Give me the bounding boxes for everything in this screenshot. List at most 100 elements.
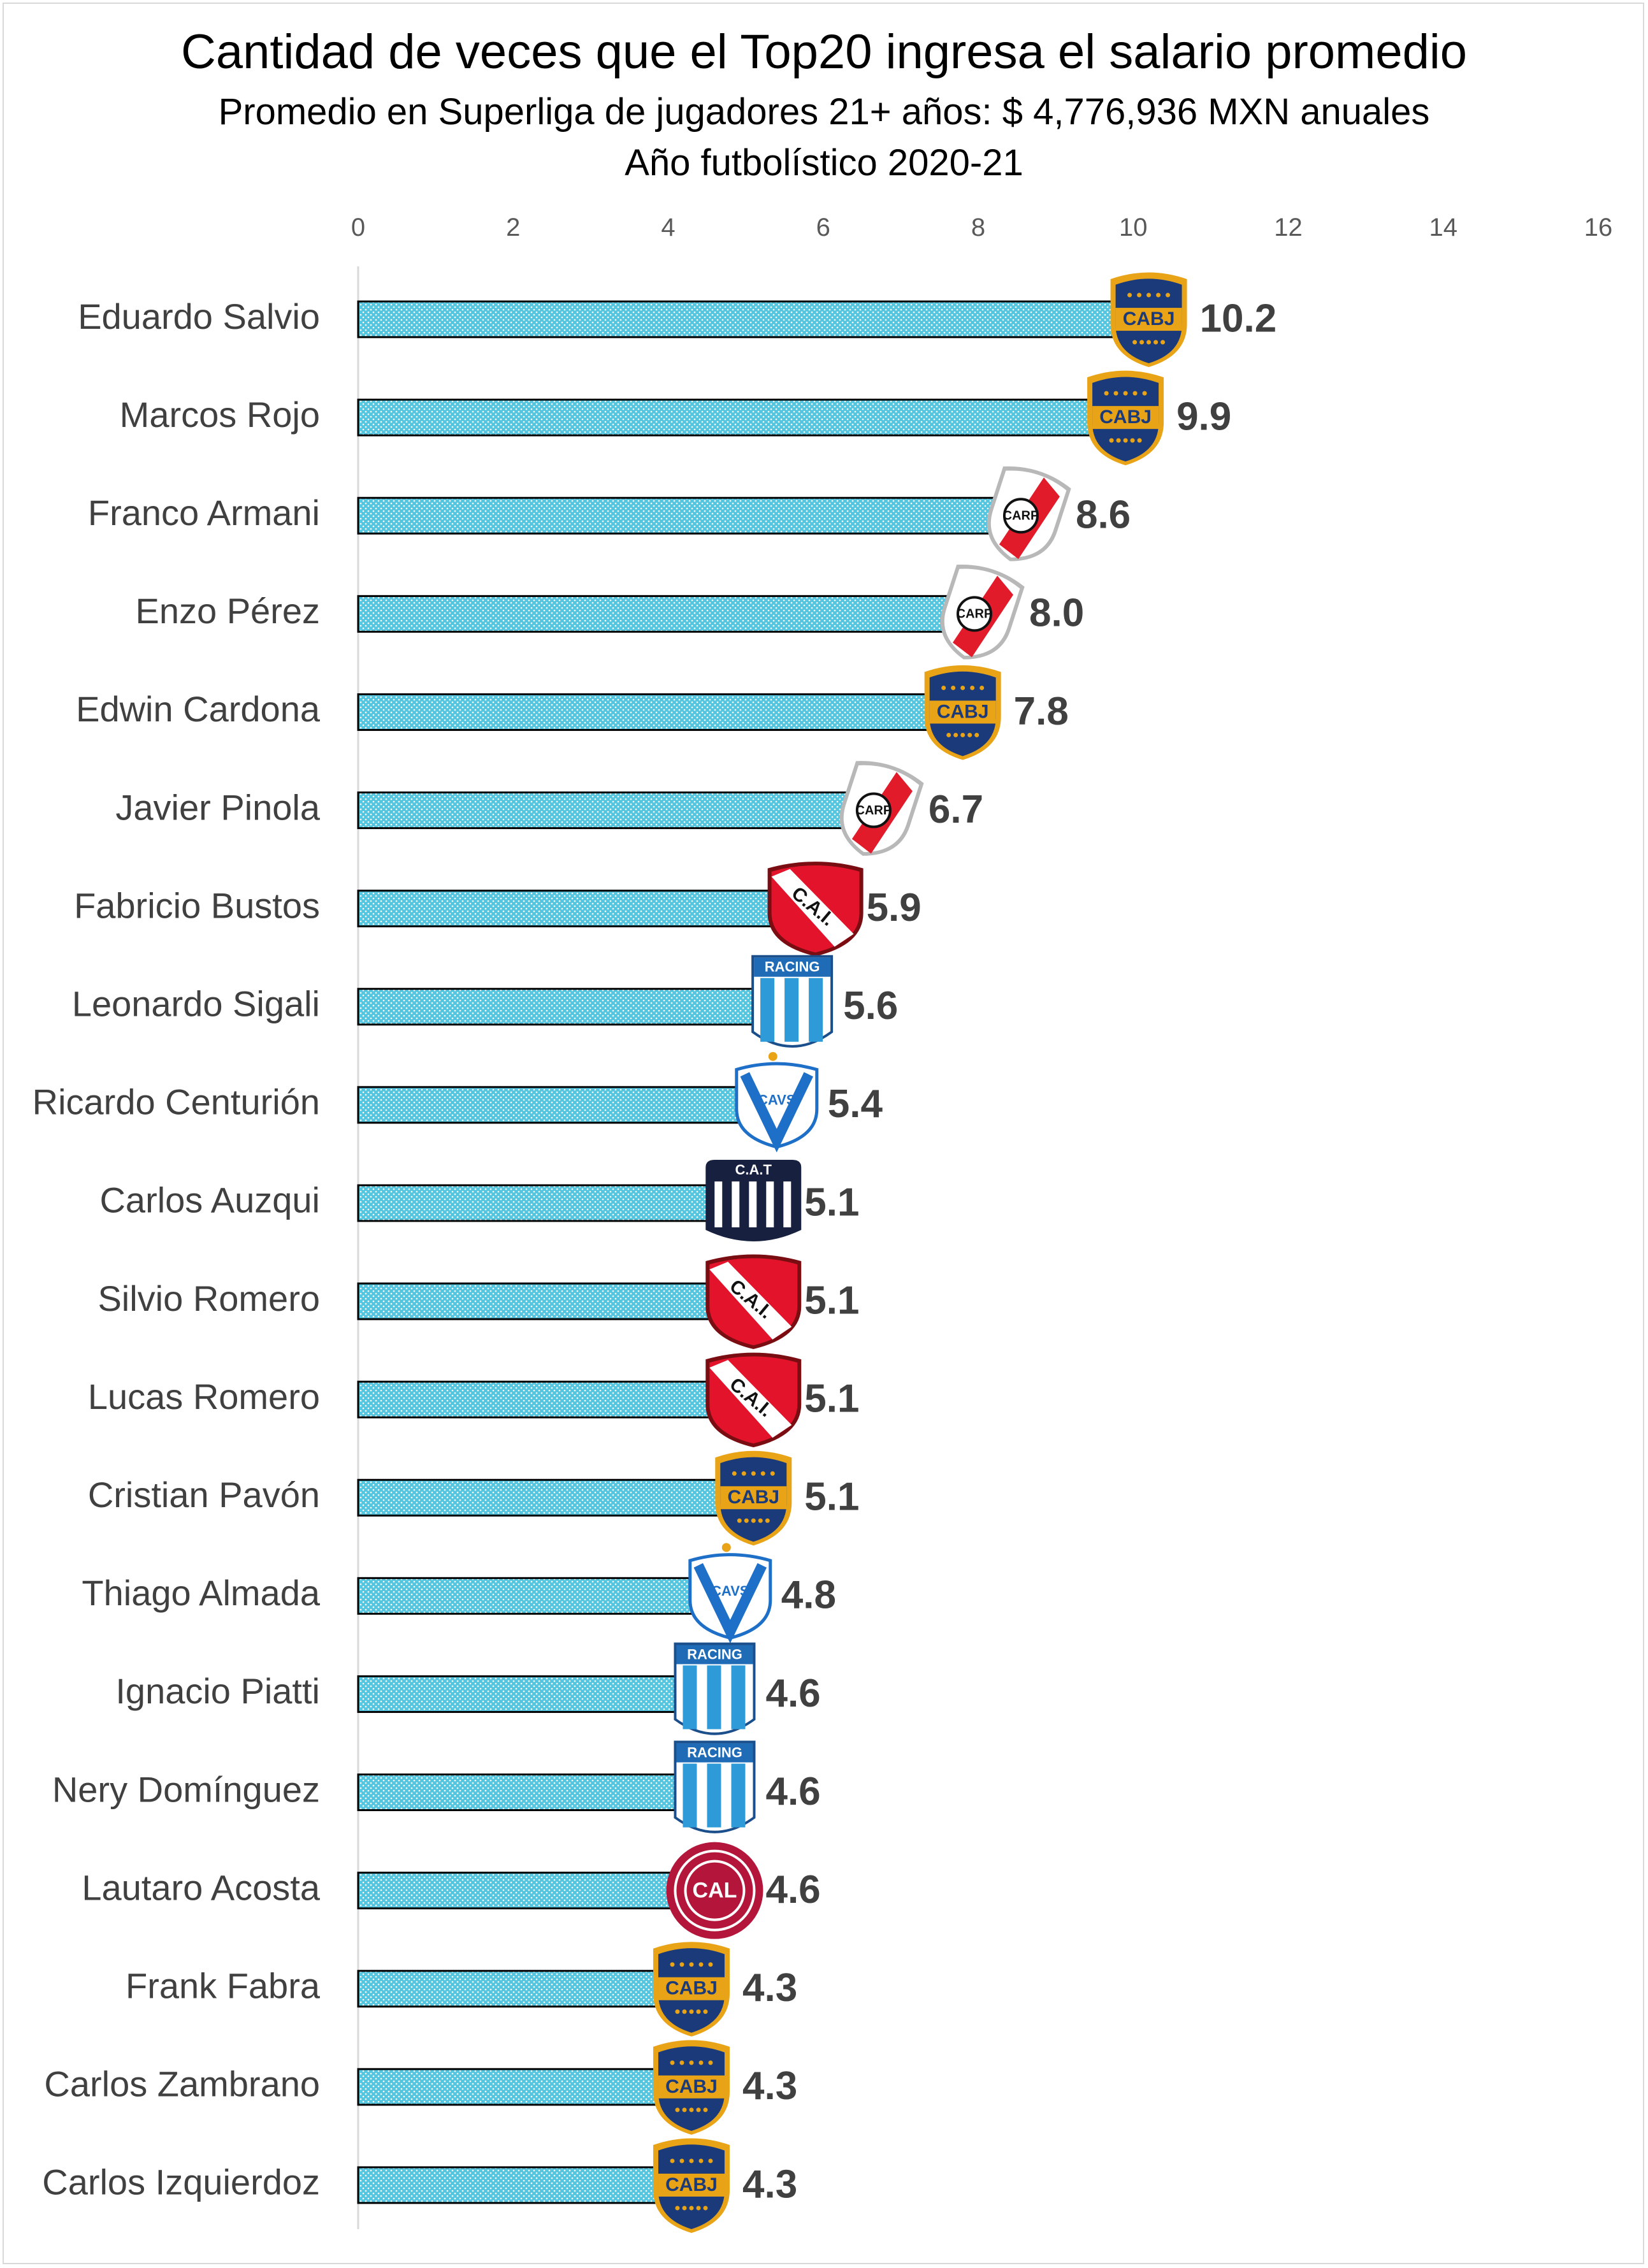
bar <box>357 1282 755 1320</box>
boca-star <box>679 2158 684 2163</box>
boca-star <box>765 1518 770 1523</box>
category-label: Lucas Romero <box>88 1376 320 1417</box>
x-tick-label: 8 <box>971 213 985 242</box>
bar <box>357 791 879 830</box>
chart-subtitle: Promedio en Superliga de jugadores 21+ a… <box>218 91 1430 133</box>
racing-badge-icon: RACING <box>751 955 834 1048</box>
category-label: Frank Fabra <box>126 1966 321 2006</box>
talleres-stripe <box>766 1181 774 1227</box>
boca-star <box>960 732 965 737</box>
boca-star <box>1130 438 1135 443</box>
racing-badge-icon: RACING <box>674 1642 756 1735</box>
velez-badge-icon: CAVS <box>735 1051 819 1153</box>
talleres-stripe <box>732 1181 740 1227</box>
river-crest-text: CARP <box>957 607 993 621</box>
boca-star <box>946 732 951 737</box>
boca-shield-band <box>1115 308 1182 331</box>
boca-star <box>1127 293 1132 298</box>
boca-star <box>1146 340 1152 345</box>
boca-shield-band <box>1092 406 1159 430</box>
data-label: 4.3 <box>742 1966 797 2010</box>
talleres-badge-icon: C.A.T <box>705 1159 802 1241</box>
boca-badge-icon: CABJ <box>653 1942 730 2037</box>
boca-star <box>703 2206 708 2211</box>
x-tick-label: 4 <box>661 213 675 242</box>
racing-stripe <box>731 1763 746 1828</box>
boca-star <box>1156 293 1161 298</box>
racing-shield-header <box>676 1645 753 1665</box>
boca-star <box>1153 340 1159 345</box>
category-label: Carlos Auzqui <box>99 1180 320 1220</box>
data-label: 5.1 <box>804 1475 859 1519</box>
boca-badge-icon: CABJ <box>653 2040 730 2135</box>
boca-star <box>689 2158 694 2163</box>
boca-star <box>689 2206 694 2211</box>
racing-stripe <box>683 1763 697 1828</box>
boca-shield-text: CABJ <box>937 701 989 722</box>
x-tick-label: 10 <box>1119 213 1148 242</box>
bar <box>357 1184 755 1222</box>
lanus-badge-ring <box>674 1849 756 1932</box>
boca-star <box>708 2158 713 2163</box>
category-label: Carlos Izquierdoz <box>42 2162 320 2202</box>
category-label: Marcos Rojo <box>120 394 320 435</box>
racing-shield-text: RACING <box>687 1646 742 1662</box>
category-label: Javier Pinola <box>115 787 320 827</box>
data-label: 6.7 <box>929 788 983 832</box>
bar <box>357 300 1150 338</box>
boca-star <box>1123 438 1128 443</box>
velez-badge-icon: CAVS <box>688 1543 772 1643</box>
data-label: 5.1 <box>804 1278 859 1322</box>
racing-stripe <box>707 1665 721 1730</box>
data-label: 4.3 <box>742 2162 797 2206</box>
velez-shield-body <box>735 1062 819 1149</box>
independiente-badge-icon: C.A.I. <box>705 1352 802 1448</box>
boca-star <box>1132 391 1138 396</box>
independiente-shield-stripe <box>771 869 854 947</box>
boca-star <box>682 2107 687 2113</box>
x-tick-label: 2 <box>506 213 520 242</box>
bar <box>357 988 793 1026</box>
racing-shield-header <box>676 1743 753 1763</box>
data-label: 4.3 <box>742 2064 797 2108</box>
boca-star <box>751 1471 756 1476</box>
boca-star <box>682 2206 687 2211</box>
boca-star <box>1116 438 1121 443</box>
category-label: Carlos Zambrano <box>44 2064 320 2104</box>
x-tick-label: 12 <box>1274 213 1303 242</box>
data-label: 4.6 <box>765 1770 820 1814</box>
boca-star <box>679 2060 684 2065</box>
bar <box>357 398 1127 437</box>
racing-shield-text: RACING <box>765 959 820 975</box>
boca-badge-icon: CABJ <box>1110 272 1187 368</box>
boca-badge-icon: CABJ <box>1087 370 1164 466</box>
category-label: Nery Domínguez <box>52 1769 320 1809</box>
category-label: Franco Armani <box>88 493 320 533</box>
river-badge-icon: CARP <box>940 564 1025 660</box>
boca-star <box>1113 391 1118 396</box>
river-badge-icon: CARP <box>987 466 1071 561</box>
boca-star <box>1160 340 1166 345</box>
boca-star <box>696 2107 701 2113</box>
boca-shield-band <box>658 2075 725 2098</box>
data-label: 5.6 <box>843 984 898 1028</box>
category-label: Silvio Romero <box>98 1278 320 1318</box>
boca-star <box>1137 293 1142 298</box>
boca-star <box>689 2060 694 2065</box>
boca-shield-text: CABJ <box>727 1487 779 1508</box>
boca-star <box>744 1518 749 1523</box>
boca-star <box>708 2060 713 2065</box>
boca-star <box>689 1962 694 1967</box>
boca-badge-icon: CABJ <box>715 1450 792 1546</box>
boca-star <box>951 685 956 690</box>
x-tick-label: 16 <box>1584 213 1613 242</box>
data-label: 5.1 <box>804 1377 859 1421</box>
racing-shield-header <box>754 957 831 977</box>
river-crest-circle <box>957 596 992 632</box>
category-label: Ricardo Centurión <box>33 1082 320 1122</box>
talleres-shield-text: C.A.T <box>735 1162 772 1178</box>
chart-title: Cantidad de veces que el Top20 ingresa e… <box>180 25 1468 79</box>
category-label: Cristian Pavón <box>88 1475 320 1515</box>
boca-badge-icon: CABJ <box>924 665 1001 760</box>
